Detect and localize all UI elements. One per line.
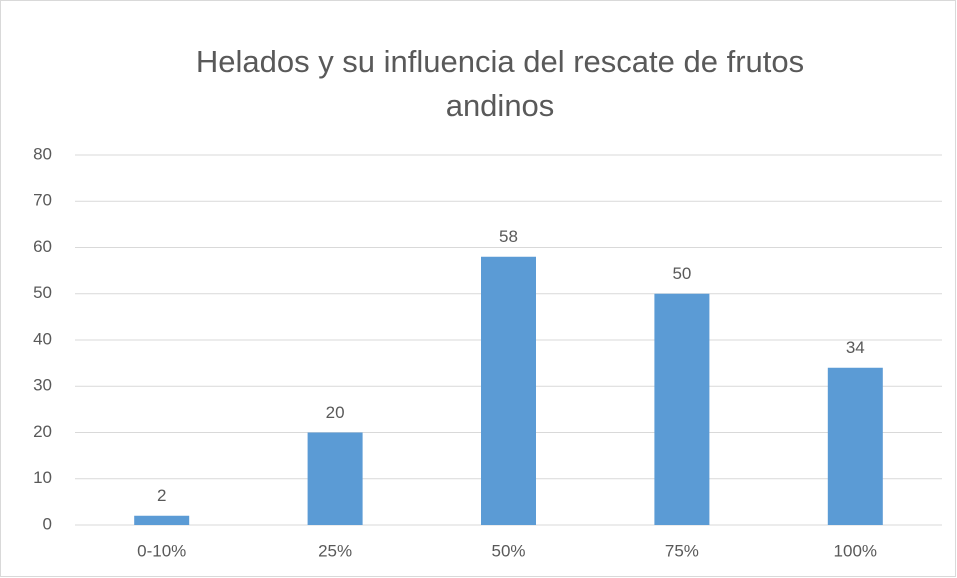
y-tick-label: 40 <box>33 329 52 348</box>
y-tick-label: 0 <box>43 514 52 533</box>
bar <box>827 367 883 525</box>
y-tick-label: 60 <box>33 237 52 256</box>
data-label: 20 <box>326 403 345 422</box>
chart-title: Helados y su influencia del rescate de f… <box>195 44 805 123</box>
x-tick-label: 100% <box>834 541 877 560</box>
data-label: 2 <box>157 486 166 505</box>
data-label: 50 <box>672 264 691 283</box>
x-tick-label: 50% <box>491 541 525 560</box>
x-tick-label: 75% <box>665 541 699 560</box>
x-tick-label: 25% <box>318 541 352 560</box>
y-tick-label: 80 <box>33 144 52 163</box>
bar <box>307 432 363 525</box>
y-tick-label: 20 <box>33 422 52 441</box>
data-label: 58 <box>499 227 518 246</box>
y-tick-label: 70 <box>33 191 52 210</box>
y-tick-label: 30 <box>33 376 52 395</box>
y-tick-label: 10 <box>33 468 52 487</box>
bar <box>481 256 536 525</box>
y-tick-label: 50 <box>33 283 52 302</box>
bar <box>654 293 710 525</box>
x-tick-label: 0-10% <box>137 541 186 560</box>
bar <box>134 515 190 525</box>
data-label: 34 <box>846 338 865 357</box>
